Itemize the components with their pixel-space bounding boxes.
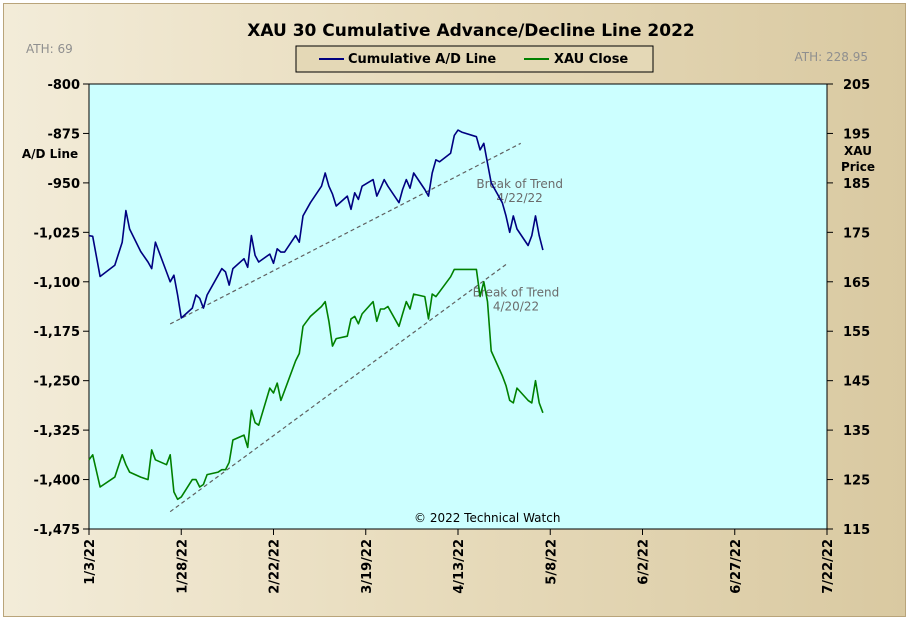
trendline: [169, 142, 522, 325]
left-tick-label: -950: [47, 177, 80, 192]
x-tick-label: 6/2/22: [637, 539, 652, 585]
trendline-annotation: 4/22/22: [497, 191, 543, 205]
legend-label-xau-close: XAU Close: [554, 52, 628, 67]
left-tick-label: -1,400: [33, 474, 80, 489]
legend: Cumulative A/D Line XAU Close: [295, 45, 654, 73]
copyright-label: © 2022 Technical Watch: [414, 511, 560, 525]
right-tick-label: 165: [843, 276, 870, 291]
chart-title: XAU 30 Cumulative Advance/Decline Line 2…: [247, 21, 694, 41]
right-tick-label: 195: [843, 127, 870, 142]
left-tick-label: -1,175: [33, 325, 80, 340]
plot-area: [88, 83, 828, 530]
trendline-annotation: Break of Trend: [473, 286, 560, 300]
trendline-annotation: Break of Trend: [476, 177, 563, 191]
data-series: [88, 129, 544, 501]
left-tick-label: -1,475: [33, 523, 80, 538]
series-line-xau: [88, 268, 544, 501]
x-tick-label: 3/19/22: [360, 539, 375, 594]
x-tick-label: 5/8/22: [544, 539, 559, 585]
ath-left-label: ATH: 69: [26, 42, 73, 56]
left-tick-label: -800: [47, 78, 80, 93]
x-tick-label: 7/22/22: [821, 539, 836, 594]
axis-ticks: -800 -875 -950 -1,025 -1,100 -1,175 -1,250 -1,3…: [33, 78, 870, 594]
left-tick-label: -1,250: [33, 375, 80, 390]
x-tick-label: 6/27/22: [729, 539, 744, 594]
right-tick-label: 175: [843, 226, 870, 241]
x-tick-label: 1/28/22: [175, 539, 190, 594]
legend-box: [295, 45, 654, 73]
right-tick-label: 145: [843, 375, 870, 390]
left-tick-label: -875: [47, 127, 80, 142]
trendline-annotation: 4/20/22: [493, 300, 539, 314]
left-tick-label: -1,100: [33, 276, 80, 291]
left-tick-label: -1,325: [33, 424, 80, 439]
right-tick-label: 155: [843, 325, 870, 340]
right-tick-label: 185: [843, 177, 870, 192]
series-line-ad: [88, 129, 544, 319]
right-tick-label: 125: [843, 474, 870, 489]
left-tick-label: -1,025: [33, 226, 80, 241]
right-tick-label: 135: [843, 424, 870, 439]
right-tick-label: 205: [843, 78, 870, 93]
left-axis-label: A/D Line: [22, 147, 78, 161]
ath-right-label: ATH: 228.95: [795, 50, 868, 64]
right-tick-label: 115: [843, 523, 870, 538]
legend-label-ad-line: Cumulative A/D Line: [348, 52, 496, 67]
x-tick-label: 2/22/22: [268, 539, 283, 594]
right-axis-label-line2: Price: [841, 160, 875, 174]
x-tick-label: 4/13/22: [452, 539, 467, 594]
right-axis-label-line1: XAU: [844, 144, 872, 158]
x-tick-label: 1/3/22: [83, 539, 98, 585]
